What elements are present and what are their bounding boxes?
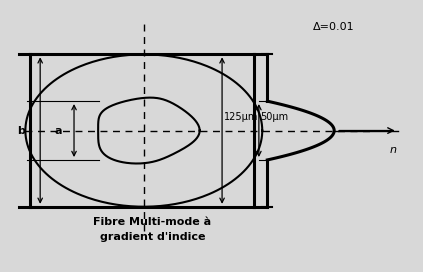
Text: 50μm: 50μm (261, 112, 288, 122)
Text: b: b (17, 126, 25, 135)
Text: Fibre Multi-mode à
gradient d'indice: Fibre Multi-mode à gradient d'indice (93, 217, 212, 242)
Text: a: a (54, 126, 62, 135)
Text: Δ=0.01: Δ=0.01 (313, 22, 355, 32)
Text: n: n (390, 145, 397, 154)
Text: 125μm: 125μm (224, 112, 258, 122)
